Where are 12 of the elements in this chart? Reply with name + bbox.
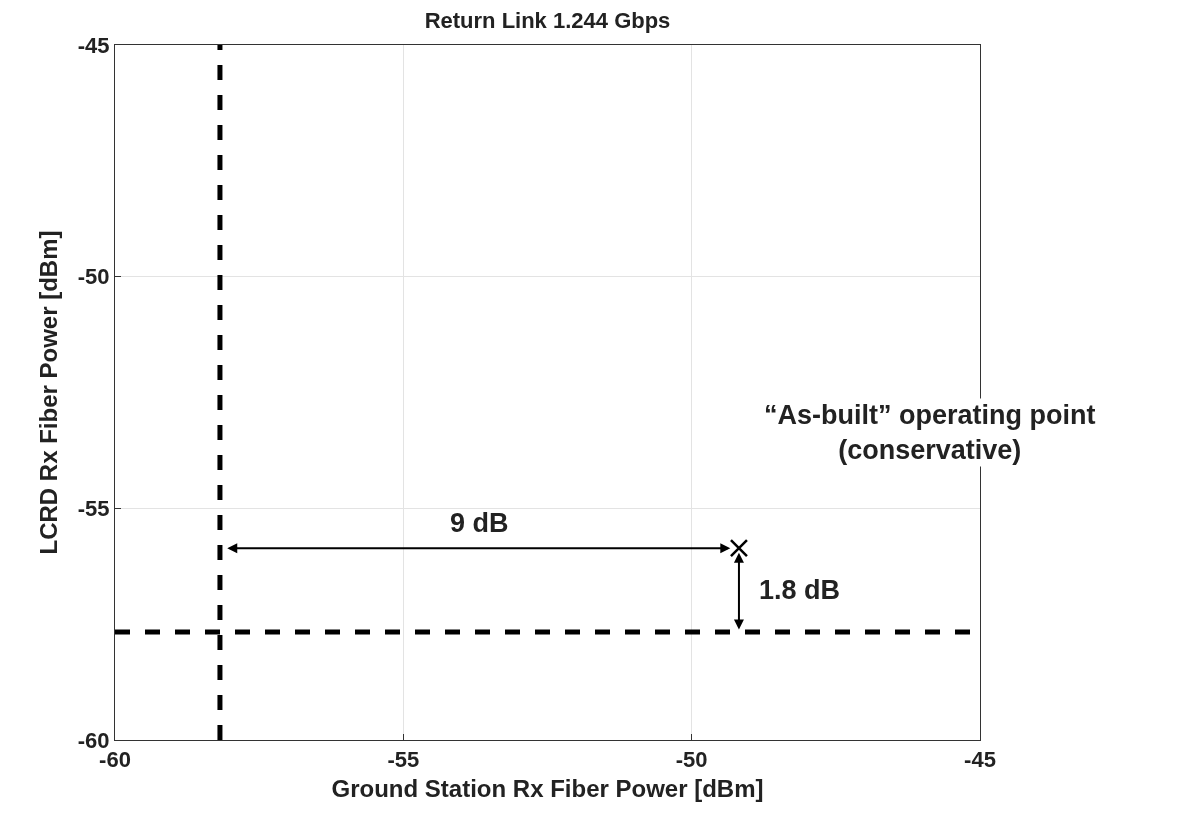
annotation: “As-built” operating point (conservative) — [764, 400, 1096, 466]
x-tick-label: -50 — [675, 747, 708, 773]
chart-title: Return Link 1.244 Gbps — [424, 7, 671, 33]
y-axis-title: LCRD Rx Fiber Power [dBm] — [35, 230, 62, 555]
y-tick-label: -50 — [77, 264, 110, 290]
annotation: 9 dB — [450, 508, 509, 538]
x-tick-label: -55 — [387, 747, 420, 773]
x-axis-title: Ground Station Rx Fiber Power [dBm] — [331, 774, 764, 802]
y-tick-label: -55 — [77, 496, 110, 522]
y-tick-label: -45 — [77, 32, 110, 58]
annotation: 1.8 dB — [759, 575, 841, 605]
x-tick-label: -45 — [964, 747, 996, 773]
